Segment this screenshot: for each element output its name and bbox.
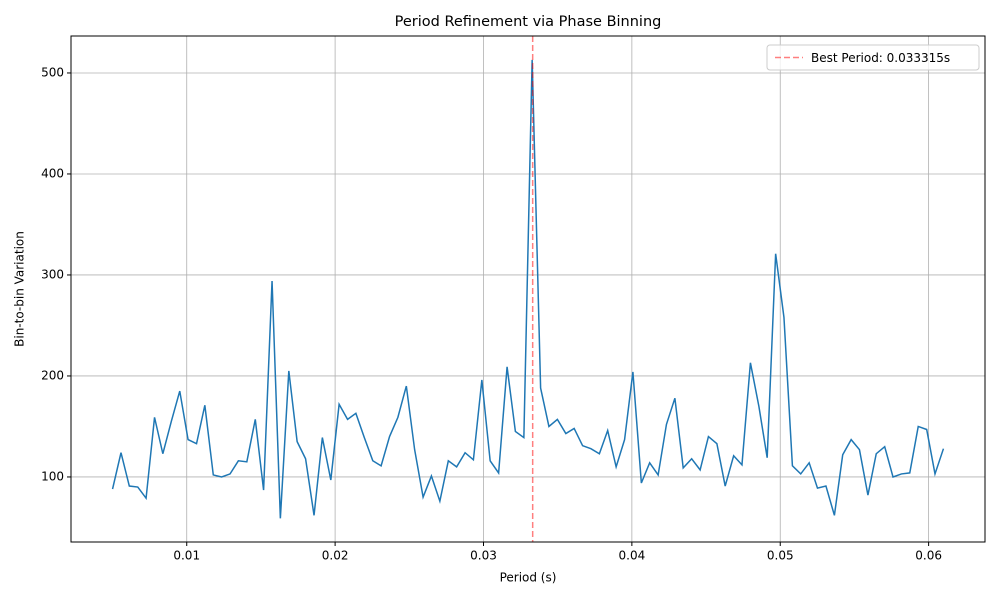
y-tick-label: 200 bbox=[41, 368, 64, 382]
x-tick-label: 0.03 bbox=[470, 549, 497, 563]
legend-label: Best Period: 0.033315s bbox=[811, 51, 950, 65]
x-tick-label: 0.05 bbox=[767, 549, 794, 563]
legend: Best Period: 0.033315s bbox=[766, 44, 980, 71]
legend-box bbox=[766, 44, 980, 71]
x-axis-label: Period (s) bbox=[500, 571, 557, 585]
x-tick-label: 0.06 bbox=[915, 549, 942, 563]
x-tick-label: 0.01 bbox=[173, 549, 200, 563]
y-tick-label: 100 bbox=[41, 469, 64, 483]
x-tick-label: 0.02 bbox=[322, 549, 349, 563]
y-tick-label: 300 bbox=[41, 267, 64, 281]
x-tick-label: 0.04 bbox=[619, 549, 646, 563]
y-axis-label: Bin-to-bin Variation bbox=[13, 231, 27, 347]
axes-frame bbox=[70, 35, 986, 543]
plot bbox=[111, 36, 945, 542]
line-series bbox=[111, 59, 945, 519]
chart-title: Period Refinement via Phase Binning bbox=[395, 14, 662, 30]
y-tick-label: 400 bbox=[41, 166, 64, 180]
y-tick-label: 500 bbox=[41, 65, 64, 79]
